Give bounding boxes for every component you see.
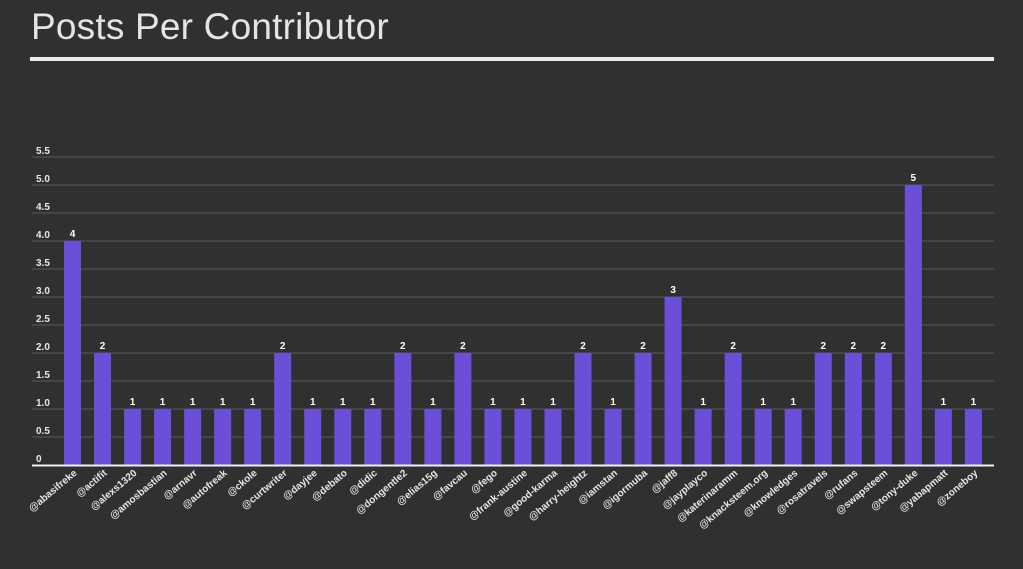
bar	[724, 353, 742, 465]
data-label: 2	[280, 341, 286, 352]
y-tick-label: 5.0	[36, 174, 50, 185]
data-label: 2	[100, 341, 106, 352]
bar	[574, 353, 592, 465]
y-tick-label: 3.0	[36, 286, 50, 297]
bar	[664, 297, 682, 465]
bar	[934, 409, 952, 465]
data-label: 1	[160, 397, 166, 408]
data-labels: 4 2 1 1 1 1 1 2 1 1 1 2 1 2 1 1 1 2 1 2 3 1 2 1 1 2 2 2 5 1 1	[70, 173, 977, 408]
data-label: 2	[460, 341, 466, 352]
bar	[94, 353, 112, 465]
bar	[154, 409, 172, 465]
bar	[124, 409, 142, 465]
x-axis-labels: @abasifreke@actifit@alexs1320@amosbastia…	[27, 467, 981, 531]
y-tick-label: 2.5	[36, 314, 50, 325]
data-label: 1	[700, 397, 706, 408]
data-label: 1	[550, 397, 556, 408]
data-label: 1	[490, 397, 496, 408]
bar	[694, 409, 712, 465]
data-label: 1	[941, 397, 947, 408]
y-tick-label: 1.5	[36, 370, 50, 381]
data-label: 1	[430, 397, 436, 408]
bar	[214, 409, 232, 465]
data-label: 2	[881, 341, 887, 352]
y-tick-label: 2.0	[36, 342, 50, 353]
y-tick-label: 1.0	[36, 398, 50, 409]
y-tick-label: 0	[36, 454, 42, 465]
data-label: 1	[790, 397, 796, 408]
y-tick-label: 0.5	[36, 426, 50, 437]
bar	[424, 409, 442, 465]
y-axis-ticks: 0 0.5 1.0 1.5 2.0 2.5 3.0 3.5 4.0 4.5 5.0 5.5	[36, 146, 50, 465]
data-label: 4	[70, 229, 76, 240]
bar	[334, 409, 352, 465]
data-label: 1	[610, 397, 616, 408]
data-label: 1	[760, 397, 766, 408]
bar	[754, 409, 772, 465]
data-label: 2	[850, 341, 856, 352]
bar	[964, 409, 982, 465]
data-label: 2	[400, 341, 406, 352]
bar	[184, 409, 202, 465]
data-label: 1	[971, 397, 977, 408]
y-tick-label: 4.5	[36, 202, 50, 213]
data-label: 1	[130, 397, 136, 408]
page-title: Posts Per Contributor	[31, 6, 389, 47]
y-tick-label: 5.5	[36, 146, 50, 157]
data-label: 1	[370, 397, 376, 408]
bar	[874, 353, 892, 465]
data-label: 1	[220, 397, 226, 408]
data-label: 5	[911, 173, 917, 184]
data-label: 1	[310, 397, 316, 408]
bar	[394, 353, 412, 465]
data-label: 3	[670, 285, 676, 296]
data-label: 2	[580, 341, 586, 352]
data-label: 2	[820, 341, 826, 352]
title-divider	[30, 57, 994, 61]
data-label: 1	[190, 397, 196, 408]
bar	[64, 241, 81, 465]
data-label: 2	[730, 341, 736, 352]
bar	[634, 353, 652, 465]
bar	[604, 409, 622, 465]
bar	[544, 409, 562, 465]
bar	[364, 409, 382, 465]
bar	[244, 409, 262, 465]
bar	[784, 409, 802, 465]
data-label: 1	[520, 397, 526, 408]
y-tick-label: 3.5	[36, 258, 50, 269]
bar	[274, 353, 292, 465]
data-label: 2	[640, 341, 646, 352]
bar	[484, 409, 502, 465]
bar	[514, 409, 532, 465]
bar	[904, 185, 922, 465]
bar	[304, 409, 322, 465]
data-label: 1	[250, 397, 256, 408]
bars	[64, 185, 982, 465]
data-label: 1	[340, 397, 346, 408]
bar	[814, 353, 832, 465]
x-tick-label: @abasifreke	[27, 468, 80, 515]
bar	[454, 353, 472, 465]
y-tick-label: 4.0	[36, 230, 50, 241]
x-tick-label: @swapsteem	[834, 468, 890, 517]
bar	[844, 353, 862, 465]
